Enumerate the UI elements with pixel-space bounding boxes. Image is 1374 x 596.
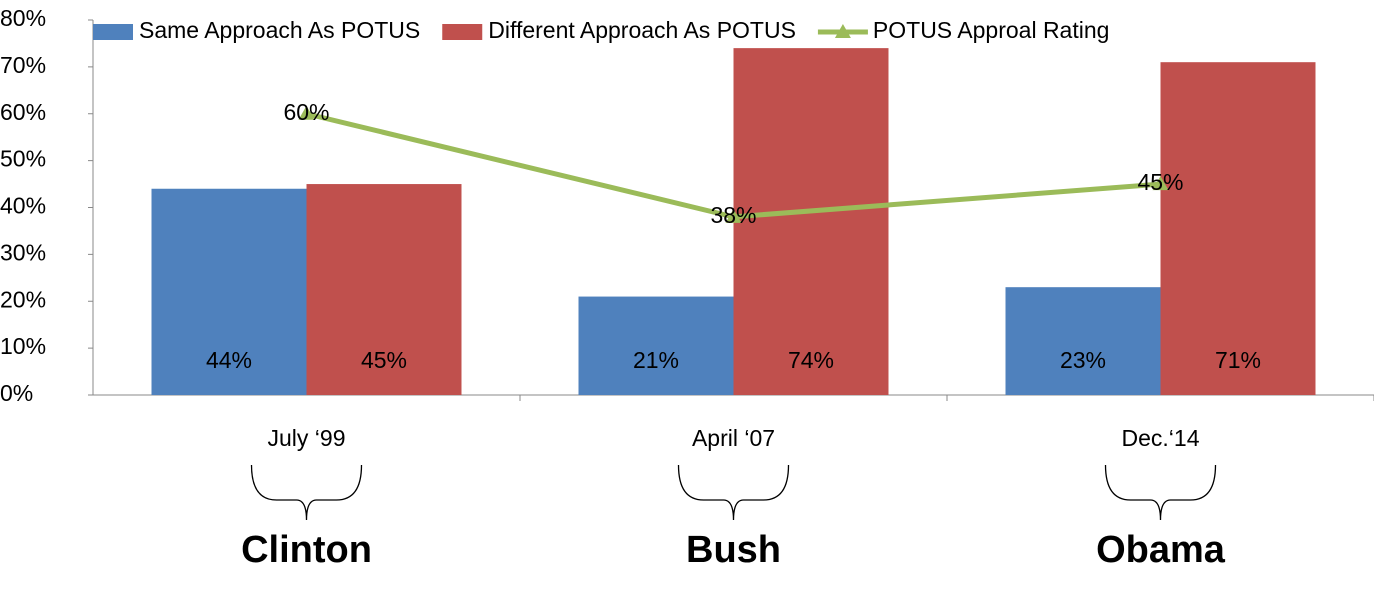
bar-value-label: 44% [206, 347, 252, 373]
legend-label: Different Approach As POTUS [488, 17, 796, 43]
y-tick-label: 40% [0, 193, 46, 219]
bar-value-label: 45% [361, 347, 407, 373]
line-marker [298, 105, 315, 120]
bar-value-label: 71% [1215, 347, 1261, 373]
legend-label: Same Approach As POTUS [139, 17, 420, 43]
legend-label: POTUS Approal Rating [873, 17, 1110, 43]
bar [306, 184, 462, 395]
x-tick-label: Dec.‘14 [1122, 425, 1200, 451]
brace [677, 464, 790, 521]
y-tick-label: 0% [0, 380, 33, 406]
line-marker [1152, 176, 1169, 191]
annotation: Clinton [241, 529, 372, 571]
legend-swatch [442, 24, 483, 40]
y-tick-label: 80% [0, 5, 46, 31]
bar-value-label: 21% [633, 347, 679, 373]
line-value-label: 60% [283, 99, 329, 125]
line-value-label: 38% [710, 202, 756, 228]
legend-swatch [93, 24, 133, 40]
x-tick-label: July ‘99 [268, 425, 346, 451]
annotation: Obama [1096, 529, 1226, 571]
y-tick-label: 70% [0, 52, 46, 78]
y-tick-label: 50% [0, 146, 46, 172]
line-value-label: 45% [1137, 169, 1183, 195]
y-tick-label: 30% [0, 239, 46, 265]
bar [151, 188, 307, 395]
bar [733, 48, 889, 395]
x-tick-label: April ‘07 [692, 425, 775, 451]
bar-value-label: 74% [788, 347, 834, 373]
bar [1005, 287, 1161, 395]
y-tick-label: 20% [0, 286, 46, 312]
y-tick-label: 60% [0, 99, 46, 125]
brace [1104, 464, 1217, 521]
annotation: Bush [686, 529, 781, 571]
y-tick-label: 10% [0, 333, 46, 359]
bar [1160, 62, 1316, 395]
brace [250, 464, 363, 521]
bar-value-label: 23% [1060, 347, 1106, 373]
line-marker [725, 208, 742, 223]
bar [578, 296, 734, 395]
legend-marker [834, 24, 851, 38]
